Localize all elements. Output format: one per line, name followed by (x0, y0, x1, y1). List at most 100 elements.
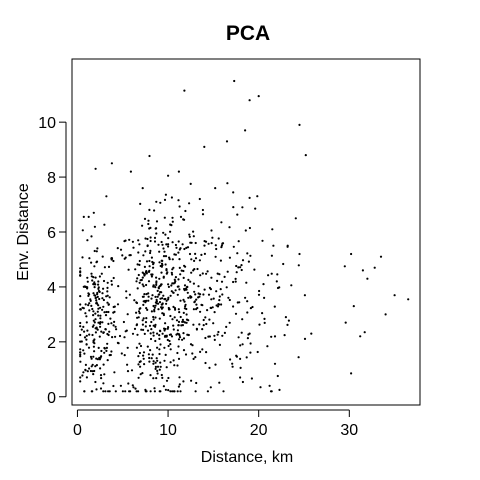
data-point (96, 291, 99, 294)
data-point (104, 390, 107, 393)
data-point (108, 330, 111, 333)
data-point (204, 336, 207, 340)
data-point (167, 344, 170, 348)
data-point (163, 250, 166, 253)
data-point (203, 145, 206, 148)
data-point (154, 367, 157, 370)
data-point (165, 379, 169, 382)
data-point (112, 384, 115, 388)
data-point (256, 350, 259, 354)
data-point (225, 325, 228, 328)
data-point (192, 230, 195, 233)
data-point (122, 320, 125, 324)
data-point (199, 350, 202, 353)
data-point (237, 266, 240, 269)
data-point (278, 286, 281, 289)
data-point (178, 311, 181, 314)
data-point (170, 290, 173, 293)
data-point (83, 336, 87, 339)
data-point (181, 318, 184, 321)
data-point (212, 322, 215, 325)
data-point (90, 235, 93, 238)
data-point (136, 287, 139, 290)
data-point (169, 390, 172, 393)
data-point (167, 389, 170, 392)
data-point (79, 270, 82, 273)
data-point (379, 255, 383, 258)
data-point (107, 322, 110, 325)
data-point (215, 304, 218, 307)
data-point (177, 240, 180, 243)
data-point (135, 346, 138, 349)
data-point (240, 331, 243, 334)
data-point (102, 331, 105, 334)
data-point (202, 318, 205, 322)
data-point (160, 259, 163, 262)
data-point (152, 266, 155, 269)
data-point (163, 359, 166, 362)
data-point (84, 312, 87, 315)
y-tick-label: 10 (38, 115, 56, 132)
data-point (167, 376, 170, 380)
data-point (234, 280, 237, 283)
data-point (186, 291, 189, 294)
data-point (112, 305, 115, 309)
data-point (171, 273, 174, 276)
data-point (143, 217, 147, 220)
data-point (83, 390, 86, 393)
data-point (149, 251, 152, 255)
data-point (231, 365, 234, 368)
data-point (104, 314, 108, 317)
data-point (143, 293, 146, 296)
data-point (235, 264, 238, 268)
data-point (150, 320, 153, 324)
data-point (88, 309, 91, 312)
data-point (190, 258, 193, 261)
data-point (191, 352, 194, 355)
data-point (102, 382, 105, 385)
data-point (180, 269, 183, 272)
data-point (144, 301, 147, 304)
x-tick-label: 30 (340, 422, 358, 439)
data-point (240, 268, 243, 272)
data-point (92, 310, 95, 313)
data-point (154, 325, 157, 328)
data-point (105, 195, 108, 198)
data-point (273, 362, 277, 365)
data-point (101, 308, 104, 311)
data-point (154, 304, 157, 307)
data-point (86, 280, 89, 283)
data-point (254, 207, 257, 210)
data-point (96, 295, 99, 298)
data-point (153, 209, 156, 212)
data-point (190, 296, 193, 299)
data-point (200, 303, 203, 306)
data-point (183, 218, 186, 221)
data-point (218, 381, 221, 384)
data-point (228, 256, 231, 259)
data-point (239, 376, 242, 379)
data-point (114, 335, 117, 338)
data-point (139, 344, 143, 348)
data-point (142, 295, 145, 298)
data-point (177, 324, 180, 327)
data-point (169, 294, 172, 297)
x-axis-label: Distance, km (201, 449, 293, 466)
data-point (139, 202, 142, 205)
data-point (185, 288, 188, 291)
data-point (158, 277, 161, 280)
data-point (218, 343, 221, 346)
data-point (183, 300, 186, 303)
data-point (154, 339, 157, 343)
data-point (101, 255, 104, 258)
data-point (97, 314, 100, 317)
data-point (176, 364, 179, 367)
data-point (159, 291, 162, 294)
data-point (268, 384, 271, 387)
data-point (149, 239, 152, 243)
data-point (90, 272, 93, 275)
data-point (134, 268, 137, 271)
data-point (137, 316, 140, 319)
data-point (220, 221, 223, 224)
data-point (228, 298, 231, 302)
